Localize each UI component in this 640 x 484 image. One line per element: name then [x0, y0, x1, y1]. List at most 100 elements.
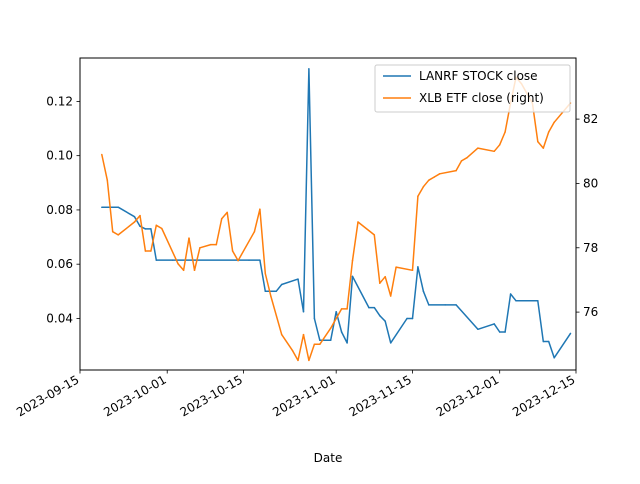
data-point-lanrf — [340, 331, 343, 333]
data-point-lanrf — [477, 328, 479, 331]
y-axis-left: 0.04 0.06 0.08 0.10 0.12 — [46, 94, 80, 325]
data-point-xlb — [379, 282, 381, 284]
data-point-lanrf — [455, 304, 457, 306]
data-point-xlb — [384, 275, 386, 278]
data-point-xlb — [182, 269, 185, 272]
y-right-tick-label: 80 — [583, 176, 598, 190]
data-point-lanrf — [509, 293, 512, 295]
axes-layer — [79, 57, 577, 371]
data-point-xlb — [493, 150, 495, 153]
data-point-lanrf — [248, 259, 250, 261]
data-point-xlb — [460, 160, 463, 162]
data-point-lanrf — [302, 310, 305, 313]
data-point-xlb — [237, 259, 239, 262]
data-point-xlb — [340, 308, 343, 310]
data-point-lanrf — [411, 317, 414, 320]
data-point-lanrf — [368, 306, 370, 309]
data-point-xlb — [117, 234, 119, 236]
data-point-xlb — [346, 308, 348, 310]
data-point-lanrf — [171, 259, 174, 261]
data-point-lanrf — [280, 283, 283, 286]
data-point-lanrf — [547, 340, 550, 343]
data-point-xlb — [373, 234, 376, 236]
data-point-lanrf — [389, 342, 392, 344]
data-point-xlb — [215, 243, 218, 246]
data-point-lanrf — [101, 206, 103, 208]
data-point-xlb — [101, 153, 103, 156]
data-point-xlb — [297, 359, 299, 362]
y-left-tick-label: 0.10 — [46, 149, 73, 163]
data-point-lanrf — [319, 339, 321, 341]
data-point-xlb — [553, 121, 555, 124]
data-point-xlb — [433, 176, 436, 178]
data-point-xlb — [308, 359, 310, 362]
y-right-tick-label: 78 — [583, 241, 598, 255]
data-point-lanrf — [379, 314, 381, 317]
x-tick-label: 2023-09-15 — [14, 372, 81, 419]
data-point-xlb — [111, 230, 114, 233]
data-point-lanrf — [444, 304, 446, 306]
data-point-lanrf — [324, 339, 327, 341]
data-point-xlb — [264, 272, 267, 275]
series-line-lanrf — [101, 68, 572, 359]
data-point-lanrf — [275, 290, 277, 293]
data-point-lanrf — [498, 331, 501, 333]
data-point-lanrf — [351, 275, 354, 278]
data-point-xlb — [259, 208, 261, 210]
data-point-xlb — [547, 131, 550, 133]
data-point-xlb — [270, 295, 272, 297]
plot-frame — [79, 57, 577, 371]
x-tick-label: 2023-12-15 — [510, 372, 577, 419]
data-point-xlb — [253, 230, 256, 233]
data-point-xlb — [188, 237, 190, 239]
x-tick-label: 2023-10-01 — [101, 372, 168, 419]
data-point-xlb — [313, 343, 316, 346]
y-left-tick-label: 0.04 — [46, 311, 73, 325]
data-point-xlb — [210, 243, 212, 246]
data-point-lanrf — [346, 342, 348, 344]
data-point-xlb — [455, 169, 457, 172]
data-point-xlb — [395, 266, 397, 268]
data-point-xlb — [150, 250, 152, 252]
data-point-lanrf — [329, 339, 332, 341]
data-point-lanrf — [515, 300, 517, 302]
data-point-lanrf — [373, 306, 376, 309]
data-point-lanrf — [417, 266, 419, 268]
data-point-xlb — [319, 343, 321, 346]
x-axis: 2023-09-15 2023-10-01 2023-10-15 2023-11-01… — [14, 370, 578, 419]
data-point-lanrf — [542, 340, 545, 343]
data-point-lanrf — [493, 323, 495, 325]
data-point-xlb — [133, 221, 136, 223]
data-point-xlb — [438, 173, 441, 175]
data-point-lanrf — [308, 68, 310, 70]
legend: LANRF STOCK close XLB ETF close (right) — [374, 64, 571, 113]
x-tick-label: 2023-11-01 — [270, 372, 337, 419]
data-point-xlb — [422, 185, 425, 188]
y-right-tick-label: 76 — [583, 305, 598, 319]
data-point-lanrf — [406, 317, 408, 320]
data-point-lanrf — [150, 228, 152, 230]
data-point-xlb — [231, 250, 234, 252]
data-point-xlb — [220, 218, 223, 220]
data-point-lanrf — [537, 300, 539, 302]
y-left-tick-label: 0.12 — [46, 94, 73, 108]
data-point-xlb — [466, 156, 468, 159]
data-point-xlb — [199, 247, 201, 249]
legend-box — [374, 64, 571, 113]
x-axis-label: Date — [314, 451, 343, 465]
x-tick-label: 2023-10-15 — [178, 372, 245, 419]
data-point-xlb — [411, 269, 414, 272]
x-tick-label: 2023-12-01 — [434, 372, 501, 419]
data-point-xlb — [161, 227, 163, 230]
data-point-lanrf — [297, 278, 299, 280]
data-point-xlb — [357, 221, 359, 223]
data-point-xlb — [477, 147, 479, 149]
data-point-lanrf — [144, 228, 147, 230]
x-tick-label: 2023-11-15 — [347, 372, 414, 419]
data-point-xlb — [498, 144, 501, 146]
data-point-lanrf — [259, 259, 261, 261]
y-right-tick-label: 82 — [583, 112, 598, 126]
data-point-lanrf — [155, 259, 158, 261]
